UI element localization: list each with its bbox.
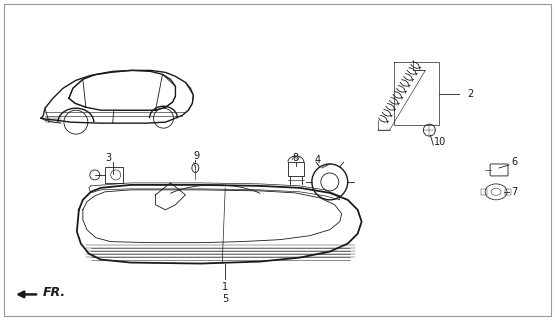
Text: 10: 10 [435,137,447,147]
Text: 2: 2 [467,89,473,99]
Text: FR.: FR. [43,286,66,299]
Text: 9: 9 [193,151,199,161]
Bar [505,189,511,195]
Text: 8: 8 [293,153,299,163]
Text: 3: 3 [105,153,112,163]
Text: 1: 1 [222,283,228,292]
Text: 5: 5 [222,294,228,304]
Bar [288,162,304,176]
Text: 4: 4 [315,155,321,165]
Text: 7: 7 [511,187,517,197]
Bar [481,189,487,195]
Bar [105,167,123,183]
Text: 6: 6 [511,157,517,167]
